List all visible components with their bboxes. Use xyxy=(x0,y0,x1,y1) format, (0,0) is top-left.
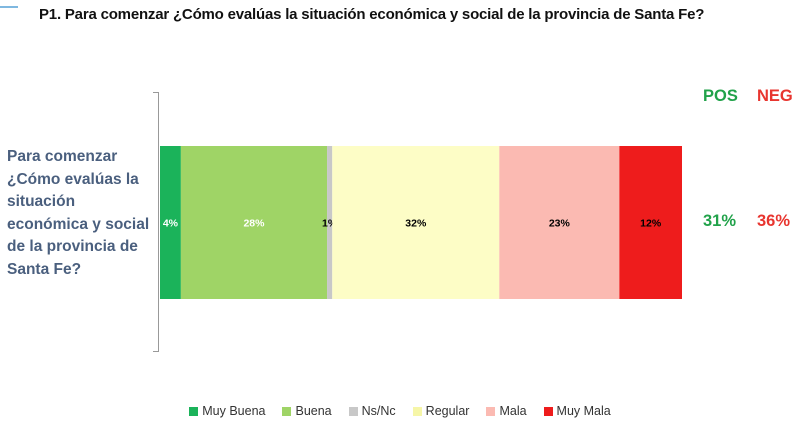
pos-value: 31% xyxy=(703,212,737,230)
bar-segment-regular xyxy=(332,146,500,299)
data-label-muy-buena: 4% xyxy=(163,218,179,230)
neg-value: 36% xyxy=(757,212,791,230)
legend-label: Ns/Nc xyxy=(361,404,396,418)
legend-label: Buena xyxy=(295,404,332,418)
category-label: Para comenzar ¿Cómo evalúas la situación… xyxy=(7,148,150,278)
legend-swatch xyxy=(486,406,496,416)
bar-segment-muy-buena xyxy=(160,146,181,299)
bar-segment-muy-mala xyxy=(619,146,682,299)
legend-item-regular: Regular xyxy=(412,404,470,418)
legend-label: Mala xyxy=(499,404,527,418)
bar-segment-mala xyxy=(499,146,620,299)
legend-swatch xyxy=(348,406,358,416)
title-accent xyxy=(0,6,18,20)
bar-segment-buena xyxy=(180,146,328,299)
legend-item-mala: Mala xyxy=(486,404,527,418)
data-label-buena: 28% xyxy=(243,218,265,230)
pos-header: POS xyxy=(703,87,738,105)
chart-title: P1. Para comenzar ¿Cómo evalúas la situa… xyxy=(39,6,705,23)
legend-swatch xyxy=(282,406,292,416)
data-label-regular: 32% xyxy=(405,218,427,230)
legend-swatch xyxy=(543,406,553,416)
bar-segment-ns-nc xyxy=(327,146,333,299)
legend-label: Regular xyxy=(425,404,470,418)
legend-item-muy-buena: Muy Buena xyxy=(189,404,265,418)
legend-item-muy-mala: Muy Mala xyxy=(543,404,611,418)
legend-swatch xyxy=(189,406,199,416)
neg-header: NEG xyxy=(757,87,793,105)
legend-item-buena: Buena xyxy=(282,404,332,418)
legend-item-ns-nc: Ns/Nc xyxy=(348,404,396,418)
legend-swatch xyxy=(412,406,422,416)
legend-label: Muy Buena xyxy=(202,404,266,418)
data-label-mala: 23% xyxy=(549,218,571,230)
axis-bracket xyxy=(150,92,159,352)
data-label-muy-mala: 12% xyxy=(640,218,662,230)
legend-label: Muy Mala xyxy=(556,404,611,418)
chart-legend: Muy Buena Buena Ns/Nc Regular Mala Muy Mala xyxy=(0,404,800,418)
